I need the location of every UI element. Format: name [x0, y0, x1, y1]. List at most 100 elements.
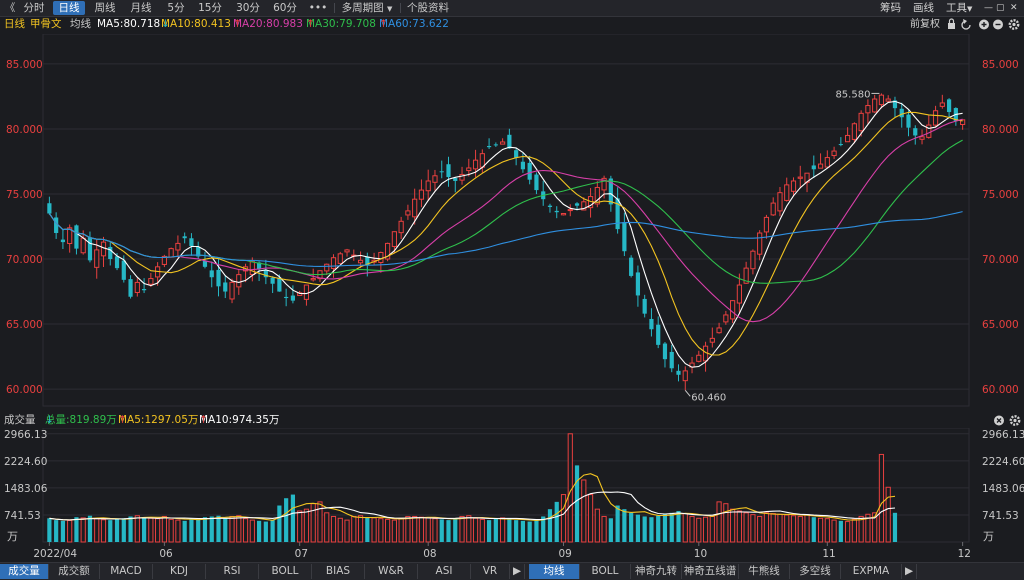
ma10-text: MA10:80.413 [161, 18, 231, 30]
close-icon[interactable]: ✕ [1010, 3, 1018, 13]
date-tick-label: 08 [423, 548, 436, 560]
candle-body-up [878, 94, 885, 106]
volume-ma5-text: MA5:1297.05万 [118, 414, 199, 426]
more-periods-button[interactable]: ••• [308, 2, 328, 14]
tab-ma[interactable]: 均线 [529, 564, 580, 579]
volume-bar-up [858, 515, 864, 543]
multi-period-dropdown[interactable]: 多周期图 ▼ [338, 1, 396, 15]
candle-body-up [249, 261, 255, 276]
tab-rsi[interactable]: RSI [206, 564, 259, 579]
candle-body-up [851, 123, 857, 140]
volume-bar-up [371, 517, 377, 543]
volume-title[interactable]: 成交量 [4, 414, 36, 426]
candle-body-down [514, 150, 519, 158]
settings-icon[interactable] [1008, 19, 1020, 30]
candle-body-up [939, 102, 945, 107]
period-tab-daily[interactable]: 日线 [53, 1, 85, 15]
period-tab-monthly[interactable]: 月线 [130, 2, 152, 14]
period-tab-5min[interactable]: 5分 [167, 2, 185, 14]
volume-bar-up [357, 515, 364, 543]
moving-average-lines [48, 100, 963, 368]
volume-ma-lines [49, 473, 896, 521]
tab-macd[interactable]: MACD [100, 564, 153, 579]
arrow-up-icon: ↑ [306, 18, 315, 30]
period-tab-intraday[interactable]: 分时 [23, 2, 45, 14]
volume-grid [42, 428, 970, 543]
volume-bar-up [67, 519, 73, 543]
volume-bar-down [114, 519, 120, 542]
more-overlays-arrow-icon[interactable]: ▶ [902, 564, 917, 579]
tab-bull-bear-line[interactable]: 牛熊线 [739, 564, 790, 579]
chevron-down-icon: ▼ [967, 5, 973, 13]
tab-boll[interactable]: BOLL [259, 564, 312, 579]
chip-distribution-button[interactable]: 筹码 [880, 2, 901, 14]
volume-bar-down [141, 517, 147, 542]
tab-turnover[interactable]: 成交额 [49, 564, 100, 579]
tab-asi[interactable]: ASI [418, 564, 471, 579]
volume-chart[interactable]: 2966.13 2224.60 1483.06 741.53 2966.13 2224.… [0, 428, 1024, 562]
price-axis-left: 85.000 80.000 75.000 70.000 65.000 60.000 [6, 59, 43, 396]
tab-wr[interactable]: W&R [365, 564, 418, 579]
volume-bar-up [168, 518, 174, 543]
volume-bar-down [74, 517, 79, 542]
candle-body-down [892, 100, 898, 109]
volume-bar-up [425, 517, 431, 543]
candle-body-down [47, 203, 52, 214]
period-tab-30min[interactable]: 30分 [236, 2, 260, 14]
price-chart[interactable]: 85.000 80.000 75.000 70.000 65.000 60.000 85.… [0, 34, 1024, 409]
adjust-button[interactable]: 前复权 [910, 19, 940, 30]
tab-bias[interactable]: BIAS [312, 564, 365, 579]
period-tab-60min[interactable]: 60分 [273, 2, 297, 14]
candle-body-up [601, 177, 607, 191]
price-tick-label: 60.000 [6, 384, 43, 396]
zoom-out-icon[interactable] [993, 19, 1003, 30]
volume-bar-up [432, 518, 438, 543]
tab-volume[interactable]: 成交量 [0, 564, 49, 579]
refresh-icon[interactable] [961, 19, 971, 30]
top-toolbar: 《 分时 日线 周线 月线 5分 15分 30分 60分 ••• 多周期图 ▼ … [0, 0, 1024, 17]
candle-body-up [581, 201, 587, 211]
volume-bar-down [514, 520, 519, 542]
volume-bar-up [709, 515, 715, 543]
period-tab-weekly[interactable]: 周线 [94, 2, 116, 14]
stock-info-button[interactable]: 个股资料 [407, 2, 449, 14]
candle-body-up [919, 136, 925, 140]
candle-body-up [330, 257, 337, 269]
tab-kdj[interactable]: KDJ [153, 564, 206, 579]
candle-body-up [716, 327, 722, 334]
tab-magic-nine[interactable]: 神奇九转 [631, 564, 682, 579]
volume-bar-up [412, 515, 418, 543]
back-button[interactable]: 《 [4, 2, 16, 14]
drawing-button[interactable]: 画线 [913, 2, 934, 14]
candle-body-up [797, 176, 803, 179]
tools-menu-button[interactable]: 工具▼ [946, 1, 972, 15]
volume-tick-label: 2966.13 [4, 429, 47, 441]
arrow-down-icon: ↓ [161, 18, 170, 30]
volume-bar-down [574, 465, 580, 542]
settings-icon[interactable] [1009, 415, 1021, 426]
tab-expma[interactable]: EXPMA [841, 564, 902, 579]
tab-boll-overlay[interactable]: BOLL [580, 564, 631, 579]
ma-type-label[interactable]: 均线 [70, 18, 91, 30]
volume-bar-up [337, 517, 343, 543]
more-tabs-arrow-icon[interactable]: ▶ [510, 564, 525, 579]
period-tab-15min[interactable]: 15分 [198, 2, 222, 14]
lock-icon[interactable] [948, 18, 955, 29]
candle-body-down [527, 162, 532, 180]
minimize-icon[interactable]: — [984, 3, 993, 13]
volume-bar-up [723, 503, 729, 543]
close-panel-icon[interactable] [994, 415, 1004, 426]
volume-bar-down [290, 494, 296, 542]
tab-long-short-line[interactable]: 多空线 [790, 564, 841, 579]
candle-body-up [560, 212, 567, 216]
tab-magic-five-lines[interactable]: 神奇五线谱 [682, 564, 739, 579]
maximize-icon[interactable]: ▢ [996, 3, 1005, 13]
candle-body-down [141, 288, 147, 291]
tab-vr[interactable]: VR [471, 564, 510, 579]
candle-body-up [391, 231, 397, 247]
low-annotation-pointer [684, 390, 691, 397]
date-axis: 2022/04 06 07 08 09 10 11 12 [33, 542, 971, 560]
candle-body-down [642, 298, 647, 314]
zoom-in-icon[interactable] [979, 19, 989, 30]
arrow-up-icon: ↑ [233, 18, 242, 30]
